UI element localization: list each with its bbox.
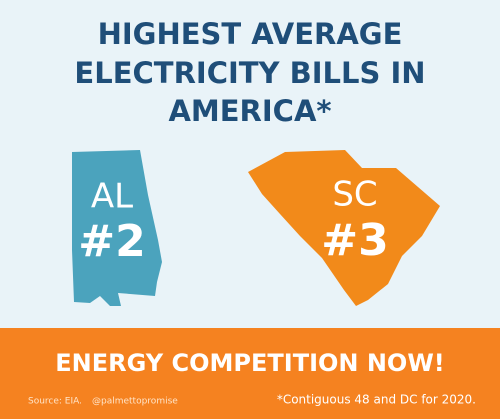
alabama-shape — [72, 150, 162, 306]
footer-band — [0, 328, 500, 419]
south-carolina-shape — [248, 150, 440, 306]
banner-text: ENERGY COMPETITION NOW! — [55, 349, 445, 377]
title-line: HIGHEST AVERAGE — [98, 17, 403, 51]
state-rank: #3 — [321, 215, 388, 266]
state-abbr: SC — [332, 175, 377, 215]
state-rank: #2 — [78, 216, 145, 267]
title-line: AMERICA* — [168, 94, 331, 128]
state-abbr: AL — [91, 177, 133, 217]
handle-text: @palmettopromise — [92, 397, 178, 407]
source-text: Source: EIA. — [28, 397, 82, 407]
footnote: *Contiguous 48 and DC for 2020. — [277, 393, 476, 407]
title-line: ELECTRICITY BILLS IN — [74, 56, 425, 90]
